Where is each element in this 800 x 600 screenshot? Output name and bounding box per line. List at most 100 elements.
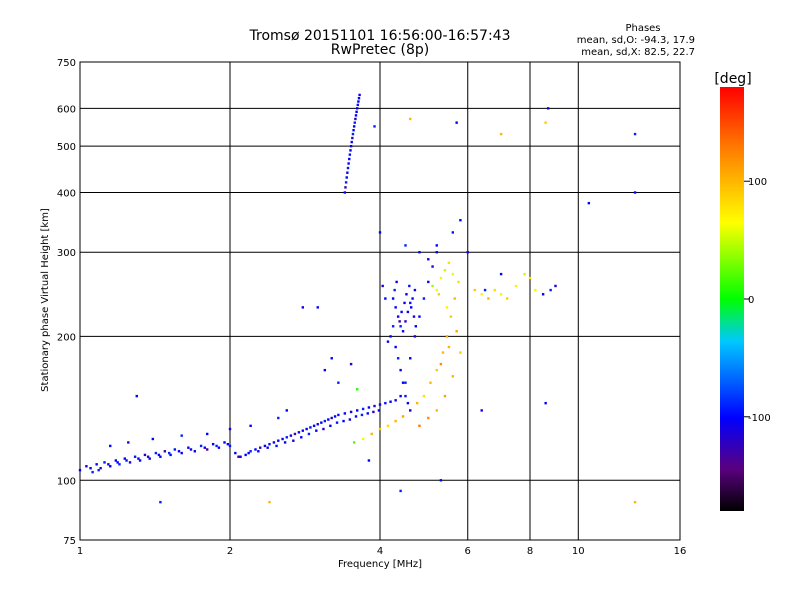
colorbar-label: [deg] [714,71,751,87]
data-point [349,362,353,366]
data-point [396,357,400,360]
data-point [409,301,412,305]
data-point [275,444,278,448]
data-point [316,306,319,309]
data-point [199,444,203,448]
data-point [320,421,323,424]
data-point [378,427,382,431]
data-point [349,149,352,152]
data-point [116,461,119,464]
data-point [329,424,332,428]
data-point [381,284,384,288]
data-point [483,288,487,292]
data-point [348,153,352,156]
data-point [396,315,400,318]
data-point [103,461,106,464]
data-point [348,157,351,161]
data-point [180,451,183,455]
data-point [167,451,171,455]
data-point [344,186,347,189]
data-point [281,437,284,441]
data-point [408,284,411,288]
data-point [451,272,455,276]
data-point [205,448,209,451]
data-point [234,451,237,455]
data-point [249,424,252,428]
data-point [445,306,449,309]
data-point [285,409,288,412]
data-point [499,293,503,296]
x-tick-label: 16 [674,546,687,557]
data-point [283,441,287,444]
data-point [154,451,158,455]
data-point [389,335,392,338]
data-point [292,439,295,442]
data-point [418,315,421,318]
data-point [401,330,405,333]
x-tick-label: 2 [227,546,233,557]
data-point [412,315,416,318]
data-point [125,459,128,462]
data-point [159,500,162,504]
data-point [173,448,177,451]
data-point [633,500,637,504]
data-point [127,441,130,444]
data-point [400,310,403,314]
data-point [85,465,88,468]
x-tick-label: 1 [77,546,83,557]
data-point [327,418,330,421]
phases-line-o: mean, sd,O: -94.3, 17.9 [577,35,695,46]
data-point [293,432,297,436]
data-point [239,455,242,458]
data-point [228,427,232,431]
data-point [514,284,518,288]
data-point [395,280,398,284]
data-point [455,121,458,124]
data-point [348,418,352,421]
data-point [337,381,340,384]
data-point [309,426,312,429]
data-point [389,400,392,403]
data-point [505,297,509,300]
data-point [223,441,226,444]
data-point [91,470,94,474]
data-point [361,437,365,441]
data-point [435,288,438,292]
data-point [370,432,373,436]
colorbar [720,87,744,511]
data-point [439,276,443,280]
data-point [193,450,197,453]
data-point [451,231,455,234]
data-point [480,293,483,296]
data-point [404,394,407,398]
data-point [386,424,390,428]
data-point [398,320,401,323]
data-point [107,463,110,466]
data-point [268,442,271,446]
data-point [394,399,397,402]
data-point [427,258,430,261]
data-point [360,413,364,417]
data-point [263,444,267,448]
data-point [268,500,271,504]
data-point [447,261,451,265]
data-points [78,93,637,504]
data-point [409,357,412,360]
data-point [237,455,240,458]
data-point [422,297,426,300]
data-point [439,362,443,366]
data-point [345,176,348,179]
data-point [451,375,455,378]
data-point [404,381,407,384]
data-point [89,466,92,470]
data-point [357,100,360,103]
data-point [228,444,232,448]
data-point [277,439,280,442]
data-point [411,297,414,300]
data-point [335,421,339,424]
data-point [226,442,230,446]
data-point [435,251,438,254]
data-point [399,325,402,328]
data-point [393,288,396,292]
